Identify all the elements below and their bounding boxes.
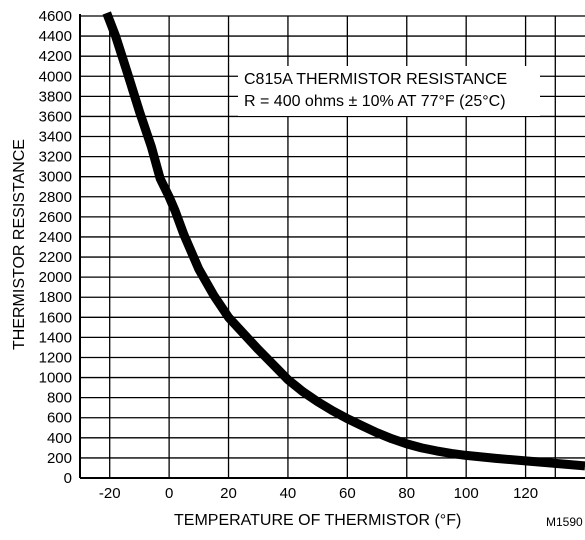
y-axis-title: THERMISTOR RESISTANCE xyxy=(11,139,28,350)
y-tick-label: 2800 xyxy=(39,189,72,206)
y-tick-label: 1600 xyxy=(39,309,72,326)
y-tick-label: 4400 xyxy=(39,28,72,45)
y-tick-label: 4000 xyxy=(39,68,72,85)
x-tick-label: 20 xyxy=(220,485,237,502)
x-tick-label: 80 xyxy=(398,485,415,502)
legend-background xyxy=(238,66,540,116)
y-tick-label: 3600 xyxy=(39,108,72,125)
y-tick-label: 2400 xyxy=(39,229,72,246)
y-tick-label: 2600 xyxy=(39,209,72,226)
y-tick-label: 200 xyxy=(47,450,72,467)
y-tick-label: 400 xyxy=(47,430,72,447)
y-tick-label: 4600 xyxy=(39,8,72,25)
chart-subtitle: R = 400 ohms ± 10% AT 77°F (25°C) xyxy=(244,93,506,110)
figure-code: M1590 xyxy=(546,515,583,529)
y-tick-label: 3400 xyxy=(39,129,72,146)
y-tick-label: 3000 xyxy=(39,169,72,186)
axes xyxy=(79,14,585,479)
y-tick-label: 2200 xyxy=(39,249,72,266)
y-tick-label: 0 xyxy=(64,470,72,487)
x-tick-label: 60 xyxy=(339,485,356,502)
y-tick-label: 2000 xyxy=(39,269,72,286)
series-line-0 xyxy=(102,11,585,471)
y-tick-label: 1800 xyxy=(39,289,72,306)
x-tick-label: 100 xyxy=(454,485,479,502)
x-axis-title: TEMPERATURE OF THERMISTOR (°F) xyxy=(174,512,461,529)
y-tick-label: 1400 xyxy=(39,329,72,346)
chart-title: C815A THERMISTOR RESISTANCE xyxy=(244,71,507,88)
x-tick-label: -20 xyxy=(99,485,121,502)
y-tick-label: 4200 xyxy=(39,48,72,65)
series-layer xyxy=(102,11,585,471)
x-tick-label: 120 xyxy=(513,485,538,502)
y-tick-label: 800 xyxy=(47,390,72,407)
grid xyxy=(80,15,585,479)
x-tick-label: 40 xyxy=(280,485,297,502)
y-tick-labels: 0 200 400 600 800 1000 1200 1400 1600 1800 2000 220… xyxy=(39,8,72,487)
y-tick-label: 3200 xyxy=(39,149,72,166)
x-tick-labels: -20 0 20 40 60 80 100 120 xyxy=(99,485,538,502)
x-tick-label: 0 xyxy=(165,485,173,502)
y-tick-label: 1200 xyxy=(39,349,72,366)
y-tick-label: 1000 xyxy=(39,370,72,387)
y-tick-label: 600 xyxy=(47,410,72,427)
y-tick-label: 3800 xyxy=(39,88,72,105)
